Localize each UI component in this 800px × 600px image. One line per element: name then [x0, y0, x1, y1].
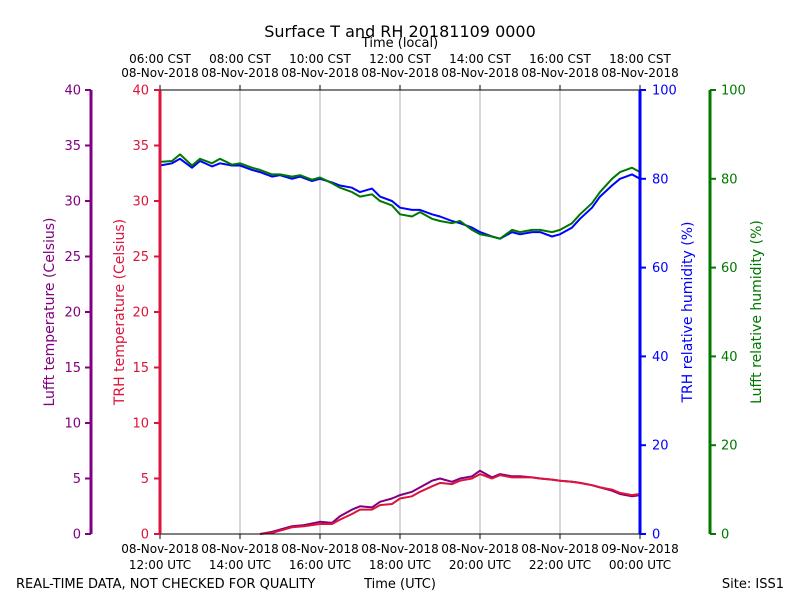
trh-temp-axis-tick-label: 5 — [141, 472, 149, 487]
x-tick-label-date: 08-Nov-2018 — [281, 542, 359, 556]
lufft-rh-axis-tick-label: 100 — [721, 84, 746, 99]
trh-temp-axis-tick-label: 35 — [132, 139, 149, 154]
lufft-temp-axis-tick-label: 15 — [64, 361, 81, 376]
x-tick-label-time: 18:00 UTC — [369, 558, 431, 572]
trh-temp-axis-tick-label: 20 — [132, 306, 149, 321]
trh-rh-axis-label: TRH relative humidity (%) — [680, 221, 696, 403]
top-tick-label-time: 10:00 CST — [289, 52, 351, 66]
top-tick-label-time: 08:00 CST — [209, 52, 271, 66]
lufft-temp-axis-tick-label: 30 — [64, 195, 81, 210]
quality-disclaimer: REAL-TIME DATA, NOT CHECKED FOR QUALITY — [16, 577, 315, 592]
top-tick-label-date: 08-Nov-2018 — [361, 66, 439, 80]
x-tick-label-date: 08-Nov-2018 — [121, 542, 199, 556]
trh-temp-axis-tick-label: 30 — [132, 195, 149, 210]
series-line-trh-relative-humidity — [159, 157, 641, 240]
top-tick-label-time: 18:00 CST — [609, 52, 671, 66]
top-tick-label-date: 08-Nov-2018 — [601, 66, 679, 80]
trh-rh-axis-tick-label: 100 — [652, 84, 677, 99]
trh-rh-axis-tick-label: 60 — [652, 261, 669, 276]
site-label: Site: ISS1 — [722, 577, 784, 592]
top-tick-label-time: 14:00 CST — [449, 52, 511, 66]
lufft-temp-axis-tick-label: 40 — [64, 84, 81, 99]
top-tick-label-date: 08-Nov-2018 — [121, 66, 199, 80]
x-tick-label-time: 16:00 UTC — [289, 558, 351, 572]
top-tick-label-time: 16:00 CST — [529, 52, 591, 66]
lufft-temp-axis-label: Lufft temperature (Celsius) — [42, 217, 58, 406]
top-tick-label-date: 08-Nov-2018 — [281, 66, 359, 80]
lufft-temp-axis-tick-label: 25 — [64, 250, 81, 265]
x-tick-label-date: 08-Nov-2018 — [361, 542, 439, 556]
top-tick-label-time: 12:00 CST — [369, 52, 431, 66]
x-tick-label-time: 00:00 UTC — [609, 558, 671, 572]
trh-rh-axis-tick-label: 0 — [652, 528, 660, 543]
lufft-rh-axis-tick-label: 60 — [721, 261, 738, 276]
x-tick-label-date: 08-Nov-2018 — [521, 542, 599, 556]
top-tick-label-date: 08-Nov-2018 — [441, 66, 519, 80]
trh-temp-axis-tick-label: 15 — [132, 361, 149, 376]
lufft-temp-axis-tick-label: 10 — [64, 417, 81, 432]
lufft-rh-axis-tick-label: 80 — [721, 172, 738, 187]
lufft-rh-axis-tick-label: 20 — [721, 439, 738, 454]
trh-rh-axis-tick-label: 20 — [652, 439, 669, 454]
trh-temp-axis-label: TRH temperature (Celsius) — [112, 219, 128, 406]
trh-rh-axis-tick-label: 40 — [652, 350, 669, 365]
series-line-trh-temperature — [259, 473, 641, 535]
top-tick-label-date: 08-Nov-2018 — [521, 66, 599, 80]
x-tick-label-time: 12:00 UTC — [129, 558, 191, 572]
bottom-axis-label: Time (UTC) — [363, 577, 436, 592]
plot-area — [159, 153, 641, 535]
top-tick-label-date: 08-Nov-2018 — [201, 66, 279, 80]
lufft-temp-axis-tick-label: 35 — [64, 139, 81, 154]
lufft-temp-axis-tick-label: 20 — [64, 306, 81, 321]
trh-temp-axis-tick-label: 10 — [132, 417, 149, 432]
chart-title: Surface T and RH 20181109 0000 — [264, 22, 536, 41]
lufft-temp-axis-tick-label: 5 — [73, 472, 81, 487]
x-tick-label-date: 08-Nov-2018 — [441, 542, 519, 556]
trh-rh-axis-tick-label: 80 — [652, 172, 669, 187]
axes: 08-Nov-2018 12:00 UTC 08-Nov-2018 14:00 UTC… — [42, 52, 765, 572]
top-tick-label-time: 06:00 CST — [129, 52, 191, 66]
trh-temp-axis-tick-label: 0 — [141, 528, 149, 543]
x-tick-label-time: 22:00 UTC — [529, 558, 591, 572]
grid — [239, 90, 561, 534]
x-tick-label-time: 14:00 UTC — [209, 558, 271, 572]
lufft-rh-axis-tick-label: 40 — [721, 350, 738, 365]
top-axis-label: Time (local) — [361, 36, 438, 51]
trh-temp-axis-tick-label: 25 — [132, 250, 149, 265]
lufft-rh-axis-label: Lufft relative humidity (%) — [749, 220, 765, 404]
x-tick-label-date: 08-Nov-2018 — [201, 542, 279, 556]
x-tick-label-date: 09-Nov-2018 — [601, 542, 679, 556]
lufft-temp-axis-tick-label: 0 — [73, 528, 81, 543]
x-tick-label-time: 20:00 UTC — [449, 558, 511, 572]
lufft-rh-axis-tick-label: 0 — [721, 528, 729, 543]
trh-temp-axis-tick-label: 40 — [132, 84, 149, 99]
series-line-lufft-relative-humidity — [159, 153, 641, 240]
